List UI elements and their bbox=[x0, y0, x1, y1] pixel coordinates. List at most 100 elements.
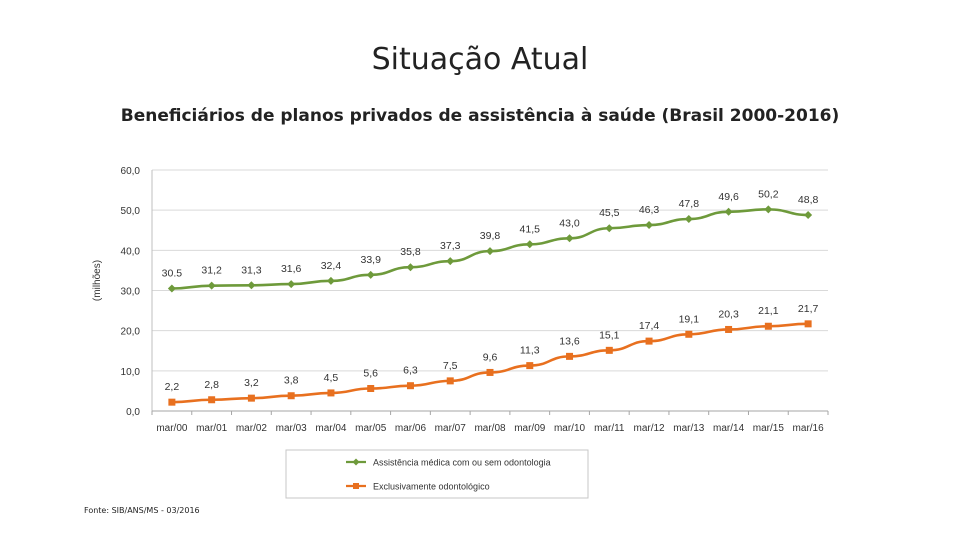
legend: Assistência médica com ou sem odontologi… bbox=[285, 449, 589, 499]
data-label: 13,6 bbox=[559, 335, 580, 347]
series-2-point bbox=[446, 377, 454, 385]
series-2-point bbox=[526, 362, 534, 370]
series-1-point bbox=[287, 280, 296, 289]
data-label: 6,3 bbox=[403, 365, 418, 377]
data-label: 41,5 bbox=[520, 223, 541, 235]
series-2-point bbox=[208, 396, 216, 404]
x-tick-label: mar/13 bbox=[673, 423, 705, 434]
data-label: 4,5 bbox=[324, 372, 339, 384]
legend-label: Exclusivamente odontológico bbox=[373, 482, 490, 492]
series-2-point bbox=[764, 322, 772, 330]
series-2-point bbox=[605, 346, 613, 354]
line-chart: 0,0 10,0 20,0 30,0 40,0 50,0 60,0 (milhões) mar… bbox=[92, 166, 829, 499]
data-label: 3,2 bbox=[244, 377, 259, 389]
series-2-point bbox=[168, 398, 176, 406]
series-1-point bbox=[207, 281, 216, 290]
data-label: 19,1 bbox=[679, 313, 700, 325]
x-tick-label: mar/11 bbox=[594, 423, 625, 434]
series-1-point bbox=[804, 210, 813, 219]
legend-box bbox=[285, 449, 589, 499]
y-tick-label: 0,0 bbox=[126, 407, 140, 418]
data-label: 33,9 bbox=[360, 254, 381, 266]
series-2-point bbox=[566, 352, 574, 360]
series-2-point bbox=[645, 337, 653, 345]
series-2-point bbox=[725, 325, 733, 333]
legend-label: Assistência médica com ou sem odontologi… bbox=[373, 458, 551, 468]
series-1-point bbox=[684, 215, 693, 224]
data-label: 15,1 bbox=[599, 329, 620, 341]
data-label: 17,4 bbox=[639, 320, 660, 332]
series-1-point bbox=[764, 205, 773, 214]
series-2-point bbox=[327, 389, 335, 397]
data-label: 48,8 bbox=[798, 194, 819, 206]
data-label: 32,4 bbox=[321, 260, 342, 272]
slide-title: Situação Atual bbox=[371, 42, 589, 77]
series-1-point bbox=[326, 276, 335, 285]
data-label: 2,2 bbox=[165, 381, 180, 393]
x-tick-label: mar/14 bbox=[713, 423, 745, 434]
data-label: 5,6 bbox=[363, 368, 378, 380]
series-1-point bbox=[645, 221, 654, 230]
y-axis: 0,0 10,0 20,0 30,0 40,0 50,0 60,0 (milhões) bbox=[92, 166, 153, 418]
y-tick-label: 60,0 bbox=[121, 166, 141, 177]
chart-subtitle: Beneficiários de planos privados de assi… bbox=[120, 106, 840, 126]
series: 30.5 31,2 31,3 31,6 32,4 33,9 35,8 37,3 39,8 41,5… bbox=[162, 188, 819, 406]
x-tick-label: mar/15 bbox=[753, 423, 785, 434]
series-2-point bbox=[804, 320, 812, 328]
series-2-point bbox=[685, 330, 693, 338]
y-tick-label: 40,0 bbox=[121, 246, 141, 257]
data-label: 31,3 bbox=[241, 264, 262, 276]
data-label: 31,6 bbox=[281, 263, 302, 275]
data-label: 3,8 bbox=[284, 375, 299, 387]
data-label: 49,6 bbox=[718, 191, 739, 203]
series-1-point bbox=[446, 257, 455, 266]
series-2-point bbox=[406, 382, 414, 390]
x-tick-label: mar/10 bbox=[554, 423, 586, 434]
x-tick-label: mar/01 bbox=[196, 423, 228, 434]
data-label: 20,3 bbox=[718, 308, 739, 320]
series-1-point bbox=[486, 247, 494, 256]
x-tick-label: mar/08 bbox=[474, 423, 506, 434]
data-label: 46,3 bbox=[639, 204, 660, 216]
data-label: 9,6 bbox=[483, 351, 498, 363]
series-1-point bbox=[366, 270, 375, 279]
series-2-point bbox=[247, 394, 255, 402]
y-tick-label: 10,0 bbox=[121, 367, 141, 378]
y-tick-label: 50,0 bbox=[121, 206, 141, 217]
y-tick-label: 30,0 bbox=[121, 287, 141, 298]
data-label: 43,0 bbox=[559, 217, 580, 229]
series-1-point bbox=[525, 240, 534, 249]
x-tick-label: mar/16 bbox=[793, 423, 825, 434]
data-label: 47,8 bbox=[679, 198, 700, 210]
data-label: 50,2 bbox=[758, 188, 779, 200]
data-label: 21,7 bbox=[798, 303, 819, 315]
series-1-point bbox=[247, 281, 256, 290]
legend-marker bbox=[352, 458, 360, 466]
data-label: 11,3 bbox=[520, 345, 540, 357]
series-1-point bbox=[724, 207, 733, 216]
x-tick-label: mar/04 bbox=[315, 423, 347, 434]
data-label: 39,8 bbox=[480, 230, 501, 242]
data-label: 7,5 bbox=[443, 360, 458, 372]
data-label: 2,8 bbox=[204, 379, 219, 391]
x-tick-label: mar/00 bbox=[156, 423, 188, 434]
data-label: 45,5 bbox=[599, 207, 620, 219]
data-label: 30.5 bbox=[162, 267, 183, 279]
series-1-point bbox=[605, 224, 614, 233]
series-2-point bbox=[367, 385, 375, 393]
x-tick-label: mar/02 bbox=[236, 423, 268, 434]
x-tick-label: mar/09 bbox=[514, 423, 546, 434]
x-tick-label: mar/03 bbox=[276, 423, 308, 434]
y-axis-label: (milhões) bbox=[92, 260, 103, 301]
series-2-point bbox=[287, 392, 295, 400]
data-label: 21,1 bbox=[758, 305, 779, 317]
series-1-point bbox=[406, 263, 415, 272]
source-note: Fonte: SIB/ANS/MS - 03/2016 bbox=[84, 506, 200, 515]
data-label: 35,8 bbox=[400, 246, 421, 258]
legend-marker bbox=[353, 483, 359, 489]
x-tick-label: mar/12 bbox=[633, 423, 665, 434]
series-1-point bbox=[167, 284, 176, 293]
x-tick-label: mar/07 bbox=[435, 423, 467, 434]
data-label: 31,2 bbox=[201, 265, 222, 277]
series-2-point bbox=[486, 368, 494, 376]
